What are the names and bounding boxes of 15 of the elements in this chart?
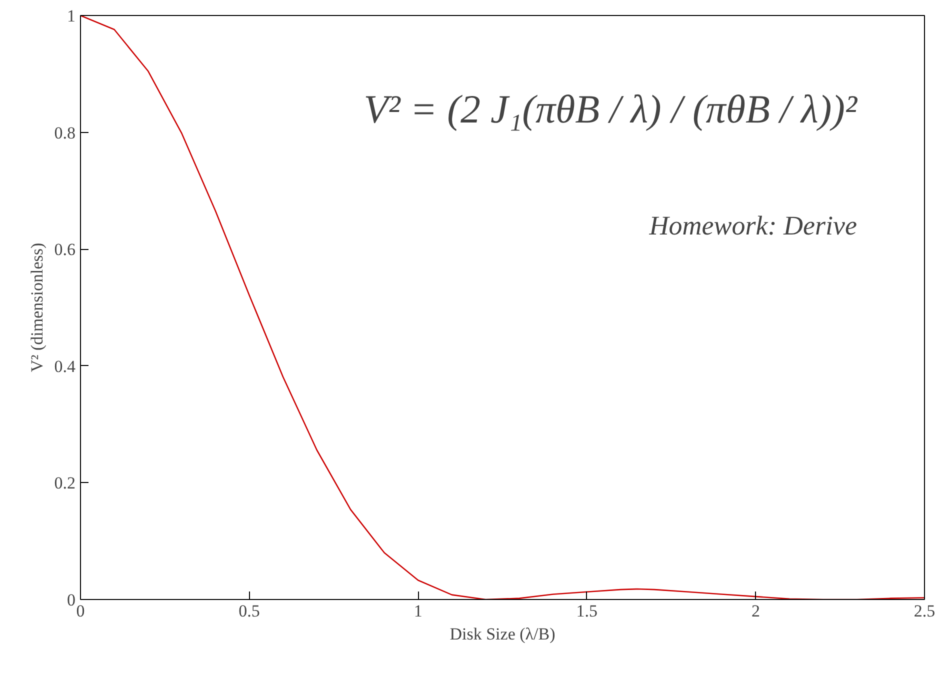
- annotation: Homework: Derive: [648, 210, 857, 241]
- y-tick-label: 0.2: [54, 474, 76, 493]
- annotation: V² = (2 J₁(πθB / λ) / (πθB / λ))²: [364, 86, 858, 132]
- y-tick-label: 0.6: [54, 240, 76, 260]
- y-tick-label: 1: [67, 6, 76, 26]
- x-tick-label: 1.5: [576, 602, 598, 620]
- x-tick-label: 1: [414, 602, 422, 620]
- line-series: [80, 16, 924, 600]
- y-tick-label: 0.4: [54, 356, 76, 376]
- x-tick-label: 2: [751, 602, 760, 620]
- x-axis-title: Disk Size (λ/B): [450, 624, 556, 644]
- y-axis-title: V² (dimensionless): [27, 242, 46, 372]
- x-tick-label: 2.5: [914, 602, 936, 620]
- x-tick-label: 0.5: [238, 602, 260, 620]
- y-tick-label: 0.8: [54, 123, 76, 142]
